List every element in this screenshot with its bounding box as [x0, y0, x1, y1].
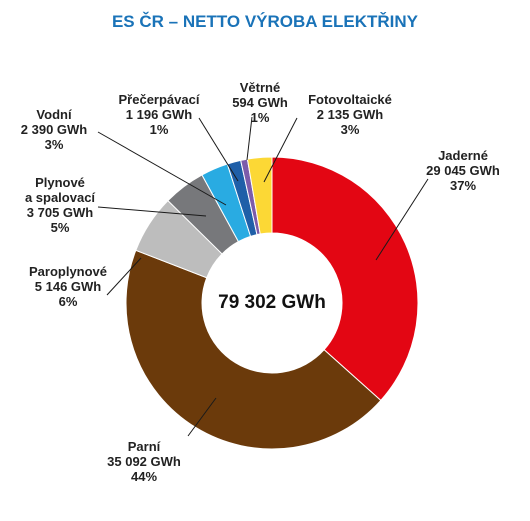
- slice-jaderne: [271, 156, 419, 402]
- leader-lines: [97, 116, 429, 437]
- leader-line-fotovoltaicke: [263, 117, 298, 183]
- chart-title: ES ČR – NETTO VÝROBA ELEKTŘINY: [112, 12, 419, 31]
- total-label: 79 302 GWh: [218, 292, 326, 313]
- label-plynove-a-spalovaci: Plynové a spalovací 3 705 GWh 5%: [25, 175, 95, 235]
- leader-line-precerpavaci: [198, 117, 239, 182]
- leader-line-parni: [187, 397, 217, 437]
- leader-line-vetrne: [246, 116, 253, 161]
- label-vodni: Vodní 2 390 GWh 3%: [21, 107, 88, 152]
- donut-slices: [125, 156, 419, 450]
- slice-parni: [125, 249, 382, 450]
- label-paroplynove: Paroplynové 5 146 GWh 6%: [29, 264, 107, 309]
- label-jaderne: Jaderné 29 045 GWh 37%: [426, 148, 500, 193]
- leader-line-jaderne: [375, 178, 429, 261]
- label-vetrne: Větrné 594 GWh 1%: [232, 80, 288, 125]
- label-parni: Parní 35 092 GWh 44%: [107, 439, 181, 484]
- slice-labels: Jaderné 29 045 GWh 37% Parní 35 092 GWh 44% Pa…: [21, 80, 500, 484]
- leader-line-paroplynove: [106, 257, 142, 296]
- label-fotovoltaicke: Fotovoltaické 2 135 GWh 3%: [308, 92, 392, 137]
- label-precerpavaci: Přečerpávací 1 196 GWh 1%: [119, 92, 200, 137]
- leader-line-plynove-a-spalovaci: [97, 206, 207, 217]
- leader-line-vodni: [97, 131, 227, 206]
- slice-fotovoltaicke: [246, 156, 273, 235]
